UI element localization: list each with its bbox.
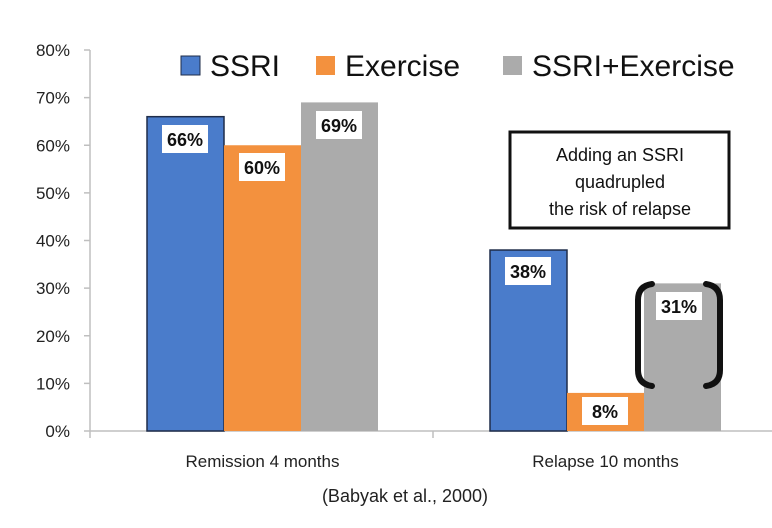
source-citation: (Babyak et al., 2000)	[322, 486, 488, 506]
data-label: 69%	[321, 116, 357, 136]
y-tick-label: 20%	[36, 327, 70, 346]
data-label-box	[656, 292, 702, 320]
x-category-label: Relapse 10 months	[532, 452, 678, 471]
data-label: 60%	[244, 158, 280, 178]
data-label: 66%	[167, 130, 203, 150]
legend-swatch	[503, 56, 522, 75]
data-label: 8%	[592, 402, 618, 422]
bar	[224, 145, 301, 431]
y-tick-label: 80%	[36, 41, 70, 60]
y-tick-label: 70%	[36, 89, 70, 108]
annotation-line-2: quadrupled	[575, 172, 665, 192]
legend-label: Exercise	[345, 50, 460, 83]
right-bracket	[703, 281, 723, 389]
y-tick-label: 50%	[36, 184, 70, 203]
y-tick-label: 30%	[36, 279, 70, 298]
data-label-box	[316, 111, 362, 139]
bar	[301, 102, 378, 431]
data-label-box	[162, 125, 208, 153]
y-tick-label: 10%	[36, 374, 70, 393]
legend-swatch	[316, 56, 335, 75]
legend-swatch	[180, 55, 201, 76]
annotation-line-3: the risk of relapse	[549, 199, 691, 219]
data-label-box	[582, 397, 628, 425]
y-tick-label: 60%	[36, 136, 70, 155]
x-category-label: Remission 4 months	[185, 452, 339, 471]
data-label: 31%	[661, 297, 697, 317]
annotation-line-1: Adding an SSRI	[556, 145, 684, 165]
y-tick-label: 40%	[36, 232, 70, 251]
bar	[146, 115, 225, 432]
data-label-box	[239, 153, 285, 181]
y-tick-label: 0%	[45, 422, 70, 441]
data-label-box	[505, 257, 551, 285]
legend-label: SSRI+Exercise	[532, 50, 735, 83]
annotation-frame	[508, 130, 731, 230]
legend-label: SSRI	[210, 50, 280, 83]
annotation-box: Adding an SSRI quadrupled the risk of re…	[508, 130, 731, 230]
data-label: 38%	[510, 262, 546, 282]
left-bracket	[635, 281, 655, 389]
